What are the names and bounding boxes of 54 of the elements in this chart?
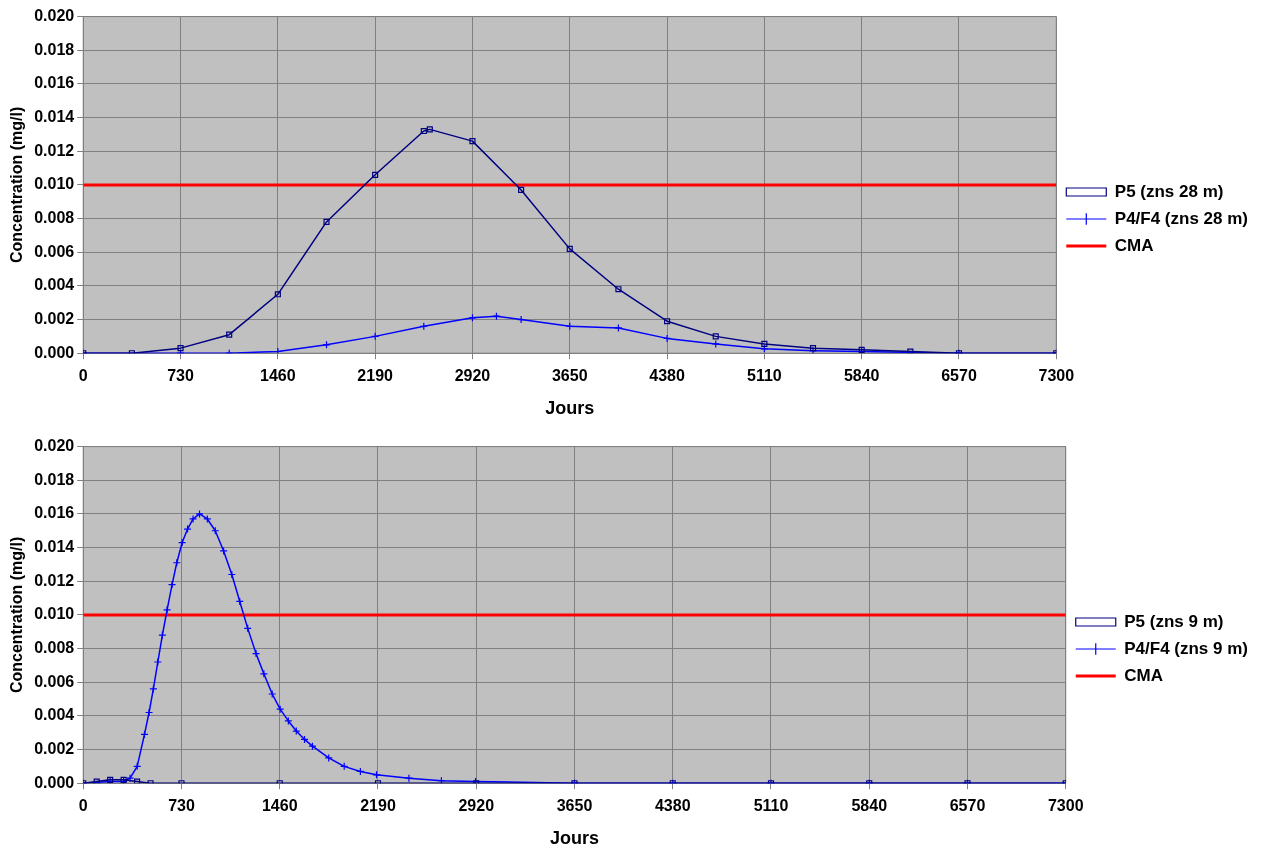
y-tick-label: 0.010 xyxy=(34,605,75,623)
y-tick-label: 0.018 xyxy=(34,40,75,58)
x-tick-label: 7300 xyxy=(1038,367,1075,385)
y-tick-label: 0.016 xyxy=(34,74,75,92)
y-tick-label: 0.010 xyxy=(34,175,75,193)
x-tick-label: 2190 xyxy=(360,797,396,815)
legend-label: P5 (zns 9 m) xyxy=(1124,611,1224,631)
y-tick-label: 0.004 xyxy=(34,706,75,724)
y-tick-label: 0.006 xyxy=(34,672,75,690)
x-tick-label: 730 xyxy=(167,367,194,385)
y-tick-label: 0.012 xyxy=(34,141,75,159)
legend-label: P5 (zns 28 m) xyxy=(1114,181,1224,201)
y-tick-label: 0.004 xyxy=(34,276,75,294)
x-tick-label: 2190 xyxy=(357,367,394,385)
x-tick-label: 5840 xyxy=(851,797,888,815)
x-tick-label: 7300 xyxy=(1047,797,1084,815)
legend-label: P4/F4 (zns 9 m) xyxy=(1124,638,1249,658)
x-tick-label: 6570 xyxy=(941,367,977,385)
y-tick-label: 0.018 xyxy=(34,470,75,488)
x-tick-label: 1460 xyxy=(261,797,298,815)
x-tick-label: 0 xyxy=(78,367,88,385)
y-tick-label: 0.012 xyxy=(34,571,75,589)
x-tick-label: 730 xyxy=(168,797,195,815)
y-tick-label: 0.008 xyxy=(34,208,75,226)
legend-label: P4/F4 (zns 28 m) xyxy=(1114,208,1249,228)
x-tick-label: 5110 xyxy=(747,367,782,385)
y-tick-label: 0.016 xyxy=(34,504,75,522)
x-tick-label: 5110 xyxy=(753,797,789,815)
y-tick-label: 0.020 xyxy=(34,7,75,25)
x-axis-title: Jours xyxy=(545,398,595,419)
y-tick-label: 0.014 xyxy=(34,537,75,555)
y-tick-label: 0.006 xyxy=(34,242,75,260)
x-tick-label: 4380 xyxy=(654,797,691,815)
y-tick-label: 0.008 xyxy=(34,638,75,656)
y-tick-label: 0.020 xyxy=(34,437,75,455)
y-tick-label: 0.000 xyxy=(34,343,75,361)
x-tick-label: 6570 xyxy=(949,797,986,815)
x-tick-label: 4380 xyxy=(649,367,685,385)
x-tick-label: 0 xyxy=(78,797,88,815)
x-tick-label: 3650 xyxy=(551,367,588,385)
y-axis-title: Concentration (mg/l) xyxy=(8,106,26,264)
x-axis-title: Jours xyxy=(549,828,600,849)
legend-label: CMA xyxy=(1114,235,1154,255)
x-tick-label: 3650 xyxy=(556,797,593,815)
x-tick-label: 5840 xyxy=(843,367,880,385)
x-tick-label: 2920 xyxy=(458,797,495,815)
y-tick-label: 0.002 xyxy=(34,739,75,757)
y-tick-label: 0.002 xyxy=(34,309,75,327)
x-tick-label: 2920 xyxy=(454,367,491,385)
x-tick-label: 1460 xyxy=(260,367,296,385)
y-tick-label: 0.000 xyxy=(34,773,75,791)
y-axis-title: Concentration (mg/l) xyxy=(8,536,26,694)
y-tick-label: 0.014 xyxy=(34,107,75,125)
legend-label: CMA xyxy=(1124,665,1163,685)
